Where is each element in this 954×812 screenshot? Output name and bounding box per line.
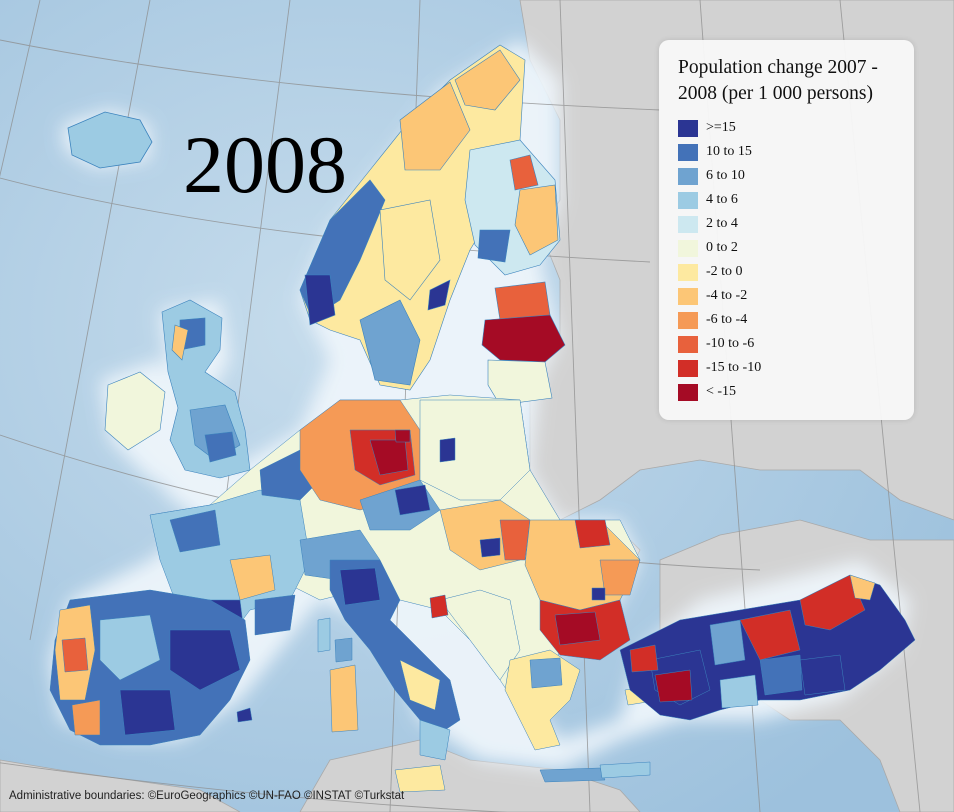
legend-swatch [678,383,698,401]
legend-label: -10 to -6 [706,336,755,351]
legend-label: 0 to 2 [706,240,738,255]
greece [504,649,606,783]
legend-item: -6 to -4 [678,308,761,332]
legend-item: 6 to 10 [678,164,761,188]
legend-item: >=15 [678,116,761,140]
legend-label: -2 to 0 [706,264,743,279]
scandinavia [299,44,561,391]
legend-label: -4 to -2 [706,288,748,303]
year-label: 2008 [183,119,347,210]
legend-label: 2 to 4 [706,216,738,231]
legend-swatch [678,239,698,257]
italy [329,559,461,793]
iceland [67,111,153,169]
legend-swatch [678,215,698,233]
map-credits: Administrative boundaries: ©EuroGeograph… [9,790,405,802]
legend-swatch [678,263,698,281]
turkey [619,574,916,721]
legend-swatch [678,143,698,161]
legend-swatch [678,311,698,329]
legend-item: 2 to 4 [678,212,761,236]
legend-label: 4 to 6 [706,192,738,207]
legend-title: Population change 2007 - 2008 (per 1 000… [678,57,878,104]
legend-item: -2 to 0 [678,260,761,284]
legend-label: < -15 [706,384,737,399]
legend-item: -4 to -2 [678,284,761,308]
legend-label: >=15 [706,120,736,135]
legend-swatch [678,167,698,185]
legend-item: 10 to 15 [678,140,761,164]
legend-label: -6 to -4 [706,312,748,327]
legend-item: -15 to -10 [678,356,761,380]
iberia [49,589,251,746]
legend-item: < -15 [678,380,761,404]
legend-swatch [678,119,698,137]
legend-swatch [678,191,698,209]
legend-swatch [678,335,698,353]
legend-item: -10 to -6 [678,332,761,356]
baltics [481,281,566,406]
legend-label: 10 to 15 [706,144,752,159]
legend-item: 0 to 2 [678,236,761,260]
legend-label: 6 to 10 [706,168,745,183]
legend-items: >=15 10 to 15 6 to 10 4 to 6 2 to 4 0 to 2 -2 … [678,116,761,404]
legend-item: 4 to 6 [678,188,761,212]
british-isles [104,299,251,479]
legend: Population change 2007 - 2008 (per 1 000… [659,40,914,420]
legend-swatch [678,287,698,305]
legend-label: -15 to -10 [706,360,762,375]
legend-swatch [678,359,698,377]
